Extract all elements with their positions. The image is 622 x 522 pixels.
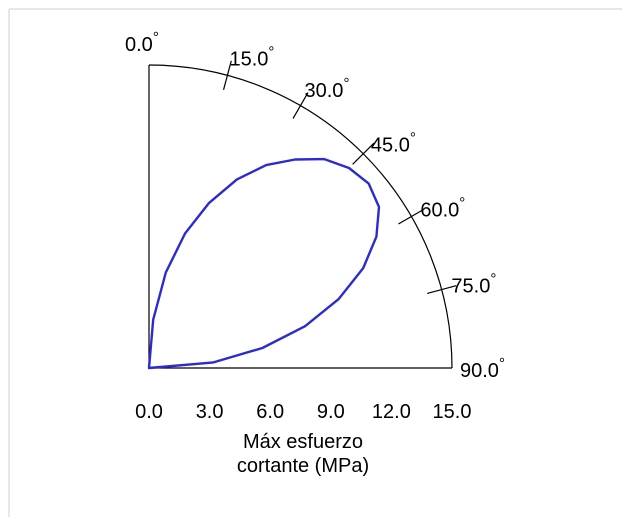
degree-symbol: °: [343, 75, 349, 92]
angle-tick-label: 30.0°: [305, 75, 350, 102]
angle-tick-label: 0.0°: [125, 29, 159, 56]
angle-tick-label: 75.0°: [451, 270, 496, 297]
degree-symbol: °: [490, 270, 496, 287]
angle-tick: [427, 285, 457, 295]
outer-arc: [148, 64, 453, 369]
angle-tick: [398, 208, 425, 225]
radial-tick-label: 3.0: [196, 401, 224, 423]
radial-tick-label: 9.0: [317, 401, 345, 423]
series-layer: [147, 157, 381, 370]
radial-tick-label: 15.0: [433, 401, 472, 423]
degree-symbol: °: [499, 355, 505, 372]
angle-tick-label: 60.0°: [420, 195, 465, 222]
angle-tick-label: 45.0°: [371, 129, 416, 156]
angle-tick: [352, 142, 375, 165]
axis-title-line: Máx esfuerzo: [243, 431, 363, 453]
angle-tick-label: 15.0°: [229, 44, 274, 71]
degree-symbol: °: [153, 29, 159, 46]
angle-tick: [222, 60, 232, 90]
series-curve: [147, 157, 381, 370]
radial-tick-label: 12.0: [372, 401, 411, 423]
degree-symbol: °: [410, 129, 416, 146]
angle-tick: [292, 92, 309, 119]
axes-layer: [148, 60, 457, 369]
axis-title-line: cortante (MPa): [237, 455, 369, 477]
degree-symbol: °: [268, 44, 274, 61]
labels-layer: 0.0°15.0°30.0°45.0°60.0°75.0°90.0°0.0 3.0…: [125, 29, 505, 477]
radial-tick-label: 6.0: [256, 401, 284, 423]
radial-tick-label: 0.0: [135, 401, 163, 423]
degree-symbol: °: [459, 195, 465, 212]
angle-tick-label: 90.0°: [460, 355, 505, 382]
